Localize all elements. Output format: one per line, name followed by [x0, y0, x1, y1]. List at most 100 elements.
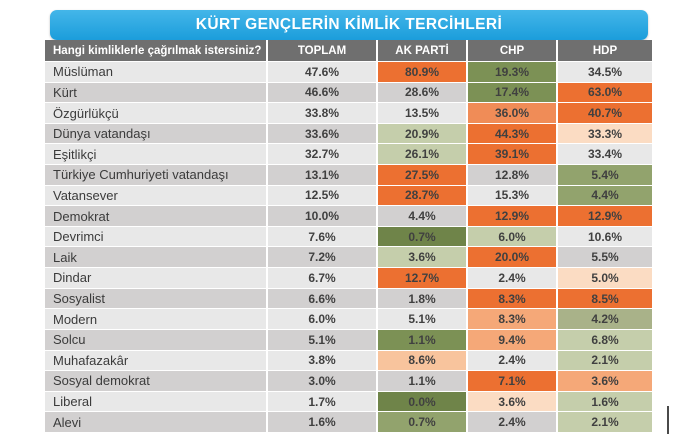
chp-value: 36.0%: [468, 103, 558, 124]
table-row: Müslüman 47.6% 80.9% 19.3% 34.5%: [45, 62, 652, 83]
akparti-value: 1.1%: [378, 371, 468, 392]
hdp-value: 5.5%: [558, 247, 652, 269]
table-row: Kürt 46.6% 28.6% 17.4% 63.0%: [45, 82, 652, 104]
akparti-value: 28.6%: [378, 82, 468, 104]
akparti-value: 1.1%: [378, 329, 468, 351]
toplam-value: 10.0%: [268, 206, 378, 227]
toplam-value: 3.8%: [268, 350, 378, 372]
chp-value: 2.4%: [468, 350, 558, 372]
table-row: Devrimci 7.6% 0.7% 6.0% 10.6%: [45, 226, 652, 248]
chp-value: 8.3%: [468, 309, 558, 330]
row-label: Demokrat: [45, 206, 268, 227]
toplam-value: 32.7%: [268, 144, 378, 166]
chp-value: 15.3%: [468, 185, 558, 207]
akparti-value: 80.9%: [378, 62, 468, 83]
chp-value: 8.3%: [468, 288, 558, 310]
column-header-question: Hangi kimliklerle çağrılmak istersiniz?: [45, 40, 268, 62]
row-label: Liberal: [45, 391, 268, 413]
toplam-value: 3.0%: [268, 371, 378, 392]
hdp-value: 3.6%: [558, 371, 652, 392]
hdp-value: 5.4%: [558, 165, 652, 186]
table-row: Demokrat 10.0% 4.4% 12.9% 12.9%: [45, 206, 652, 227]
table-row: Modern 6.0% 5.1% 8.3% 4.2%: [45, 309, 652, 330]
column-header-toplam: TOPLAM: [268, 40, 378, 62]
table-row: Türkiye Cumhuriyeti vatandaşı 13.1% 27.5% 1…: [45, 165, 652, 186]
hdp-value: 8.5%: [558, 288, 652, 310]
hdp-value: 34.5%: [558, 62, 652, 83]
akparti-value: 20.9%: [378, 123, 468, 145]
toplam-value: 1.7%: [268, 391, 378, 413]
hdp-value: 4.4%: [558, 185, 652, 207]
column-header-hdp: HDP: [558, 40, 652, 62]
row-label: Solcu: [45, 329, 268, 351]
row-label: Vatansever: [45, 185, 268, 207]
table-row: Liberal 1.7% 0.0% 3.6% 1.6%: [45, 391, 652, 413]
chp-value: 7.1%: [468, 371, 558, 392]
row-label: Dindar: [45, 268, 268, 289]
row-label: Kürt: [45, 82, 268, 104]
chp-value: 6.0%: [468, 226, 558, 248]
toplam-value: 33.6%: [268, 123, 378, 145]
table-row: Alevi 1.6% 0.7% 2.4% 2.1%: [45, 412, 652, 433]
toplam-value: 7.6%: [268, 226, 378, 248]
chp-value: 12.8%: [468, 165, 558, 186]
chp-value: 9.4%: [468, 329, 558, 351]
table-row: Dindar 6.7% 12.7% 2.4% 5.0%: [45, 268, 652, 289]
row-label: Sosyal demokrat: [45, 371, 268, 392]
toplam-value: 6.7%: [268, 268, 378, 289]
row-label: Eşitlikçi: [45, 144, 268, 166]
hdp-value: 40.7%: [558, 103, 652, 124]
chp-value: 12.9%: [468, 206, 558, 227]
hdp-value: 4.2%: [558, 309, 652, 330]
chp-value: 17.4%: [468, 82, 558, 104]
page-title: KÜRT GENÇLERİN KİMLİK TERCİHLERİ: [50, 10, 648, 40]
akparti-value: 1.8%: [378, 288, 468, 310]
hdp-value: 63.0%: [558, 82, 652, 104]
chp-value: 2.4%: [468, 412, 558, 433]
hdp-value: 33.4%: [558, 144, 652, 166]
toplam-value: 6.6%: [268, 288, 378, 310]
hdp-value: 2.1%: [558, 412, 652, 433]
hdp-value: 6.8%: [558, 329, 652, 351]
chp-value: 19.3%: [468, 62, 558, 83]
akparti-value: 4.4%: [378, 206, 468, 227]
row-label: Türkiye Cumhuriyeti vatandaşı: [45, 165, 268, 186]
row-label: Devrimci: [45, 226, 268, 248]
toplam-value: 47.6%: [268, 62, 378, 83]
row-label: Modern: [45, 309, 268, 330]
toplam-value: 6.0%: [268, 309, 378, 330]
akparti-value: 26.1%: [378, 144, 468, 166]
table-header-row: Hangi kimliklerle çağrılmak istersiniz? …: [45, 40, 652, 62]
akparti-value: 12.7%: [378, 268, 468, 289]
row-label: Laik: [45, 247, 268, 269]
row-label: Alevi: [45, 412, 268, 433]
identity-table: Hangi kimliklerle çağrılmak istersiniz? …: [45, 40, 652, 433]
akparti-value: 0.7%: [378, 226, 468, 248]
toplam-value: 7.2%: [268, 247, 378, 269]
table-row: Özgürlükçü 33.8% 13.5% 36.0% 40.7%: [45, 103, 652, 124]
page-title-text: KÜRT GENÇLERİN KİMLİK TERCİHLERİ: [195, 16, 503, 33]
toplam-value: 1.6%: [268, 412, 378, 433]
row-label: Sosyalist: [45, 288, 268, 310]
row-label: Özgürlükçü: [45, 103, 268, 124]
chp-value: 20.0%: [468, 247, 558, 269]
hdp-value: 12.9%: [558, 206, 652, 227]
table-row: Dünya vatandaşı 33.6% 20.9% 44.3% 33.3%: [45, 123, 652, 145]
akparti-value: 28.7%: [378, 185, 468, 207]
akparti-value: 3.6%: [378, 247, 468, 269]
chp-value: 44.3%: [468, 123, 558, 145]
text-cursor-mark: [667, 406, 669, 434]
row-label: Muhafazakâr: [45, 350, 268, 372]
toplam-value: 46.6%: [268, 82, 378, 104]
table-row: Sosyalist 6.6% 1.8% 8.3% 8.5%: [45, 288, 652, 310]
table-row: Laik 7.2% 3.6% 20.0% 5.5%: [45, 247, 652, 269]
table-row: Vatansever 12.5% 28.7% 15.3% 4.4%: [45, 185, 652, 207]
toplam-value: 13.1%: [268, 165, 378, 186]
row-label: Dünya vatandaşı: [45, 123, 268, 145]
toplam-value: 12.5%: [268, 185, 378, 207]
akparti-value: 8.6%: [378, 350, 468, 372]
column-header-chp: CHP: [468, 40, 558, 62]
table-row: Solcu 5.1% 1.1% 9.4% 6.8%: [45, 329, 652, 351]
chp-value: 2.4%: [468, 268, 558, 289]
